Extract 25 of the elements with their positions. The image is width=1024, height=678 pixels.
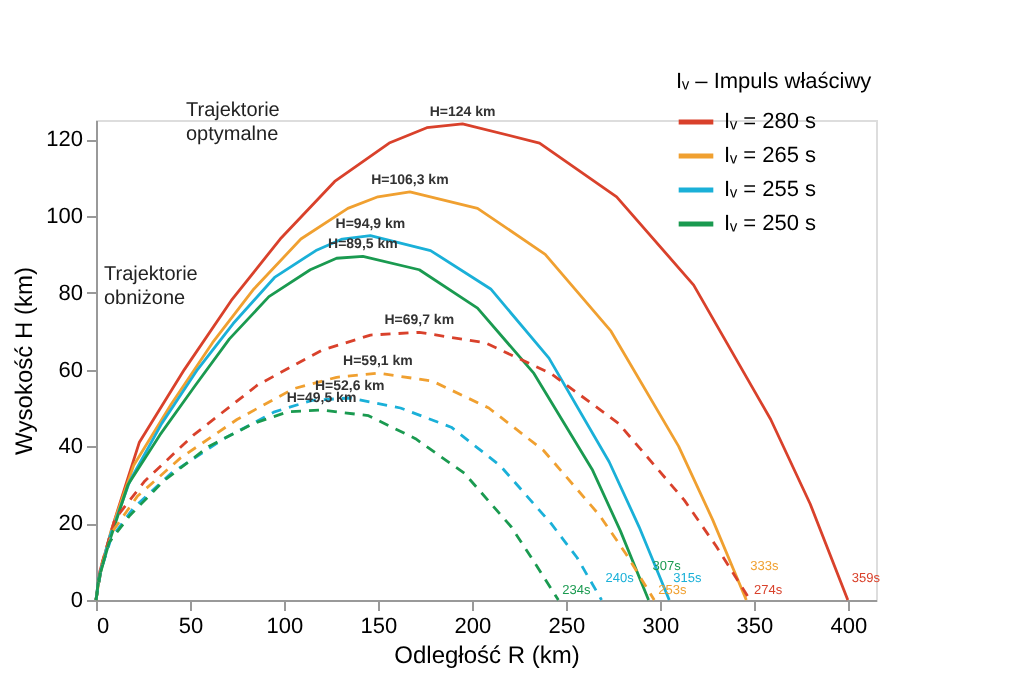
x-tick-label: 200 [454, 615, 492, 639]
legend-title: Iᵥ – Impuls właściwy [676, 70, 873, 94]
y-tick-label: 60 [58, 358, 83, 383]
y-tick-label: 40 [58, 435, 83, 460]
y-tick-label: 0 [70, 589, 83, 613]
x-tick-label: 250 [548, 615, 586, 639]
y-tick-label: 120 [46, 128, 83, 153]
y-tick-label: 80 [58, 281, 83, 306]
x-tick-label: 100 [266, 615, 304, 639]
y-tick-label: 100 [46, 205, 83, 229]
x-tick-label: 400 [830, 615, 868, 639]
x-tick-label: 0 [97, 615, 110, 639]
annotation: Trajektorie optymalne [186, 100, 281, 146]
x-tick-label: 350 [736, 615, 774, 639]
x-tick-label: 50 [178, 615, 204, 639]
y-tick-label: 20 [58, 512, 83, 537]
legend-label: Iᵥ = 280 s [724, 110, 818, 134]
y-axis-title: Wysokość H (km) [10, 267, 39, 455]
legend-label: Iᵥ = 265 s [724, 144, 818, 168]
x-axis-title: Odległość R (km) [394, 641, 580, 669]
legend-label: Iᵥ = 255 s [724, 178, 818, 202]
legend-label: Iᵥ = 250 s [724, 212, 818, 236]
x-tick-label: 150 [360, 615, 398, 639]
annotation: Trajektorie obniżone [104, 264, 199, 310]
x-tick-label: 300 [642, 615, 680, 639]
